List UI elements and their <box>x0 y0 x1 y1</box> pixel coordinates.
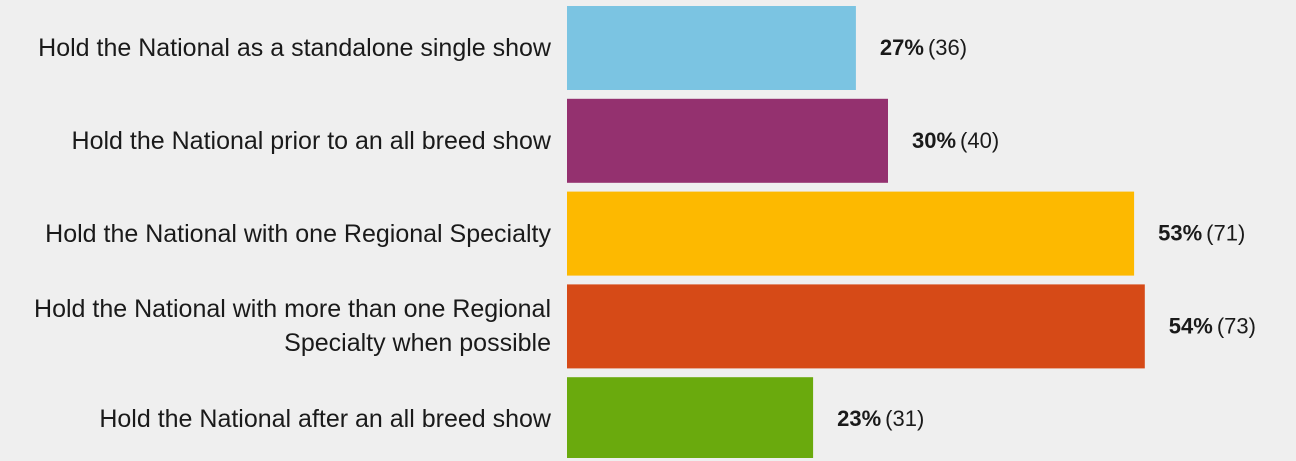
bar <box>567 98 888 183</box>
value-label: 54% (73) <box>1169 313 1256 338</box>
percent-label: 54% <box>1169 313 1213 338</box>
bar <box>567 284 1145 369</box>
bar <box>567 377 814 458</box>
bar <box>567 191 1135 276</box>
count-label: (31) <box>885 406 924 431</box>
percent-label: 30% <box>912 128 956 153</box>
count-label: (40) <box>960 128 999 153</box>
value-label: 27% (36) <box>880 35 967 60</box>
value-label: 23% (31) <box>837 406 924 431</box>
bar <box>567 6 856 90</box>
percent-label: 27% <box>880 35 924 60</box>
percent-label: 23% <box>837 406 881 431</box>
count-label: (36) <box>928 35 967 60</box>
category-label: Hold the National with one Regional Spec… <box>45 219 551 248</box>
count-label: (71) <box>1206 220 1245 245</box>
count-label: (73) <box>1217 313 1256 338</box>
category-label: Hold the National after an all breed sho… <box>99 405 551 434</box>
category-label: Hold the National as a standalone single… <box>38 34 551 62</box>
category-label: Hold the National with more than one Reg… <box>34 295 551 358</box>
category-label: Hold the National prior to an all breed … <box>71 126 551 155</box>
percent-label: 53% <box>1158 220 1202 245</box>
value-label: 53% (71) <box>1158 220 1245 245</box>
value-label: 30% (40) <box>912 128 999 153</box>
